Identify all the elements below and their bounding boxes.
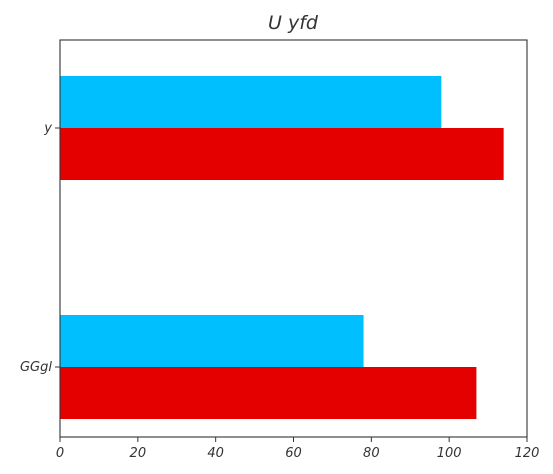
y-tick-label: y — [43, 121, 52, 136]
bars-group — [60, 76, 504, 419]
x-tick-label: 80 — [363, 446, 380, 461]
bar-series2-gggl — [60, 367, 477, 419]
x-tick-label: 60 — [285, 446, 302, 461]
bar-series2-y — [60, 128, 504, 180]
x-axis: 0 20 40 60 80 100 120 — [56, 437, 540, 461]
x-tick-label: 20 — [130, 446, 147, 461]
y-tick-label: GGgl — [20, 360, 52, 375]
bar-series1-y — [60, 76, 442, 128]
bar-series1-gggl — [60, 315, 364, 367]
x-tick-label: 40 — [207, 446, 224, 461]
chart-title: U yfd — [268, 12, 319, 34]
x-tick-label: 120 — [515, 446, 540, 461]
x-tick-label: 0 — [56, 446, 64, 461]
y-axis: y GGgl — [20, 121, 60, 375]
x-tick-label: 100 — [437, 446, 462, 461]
